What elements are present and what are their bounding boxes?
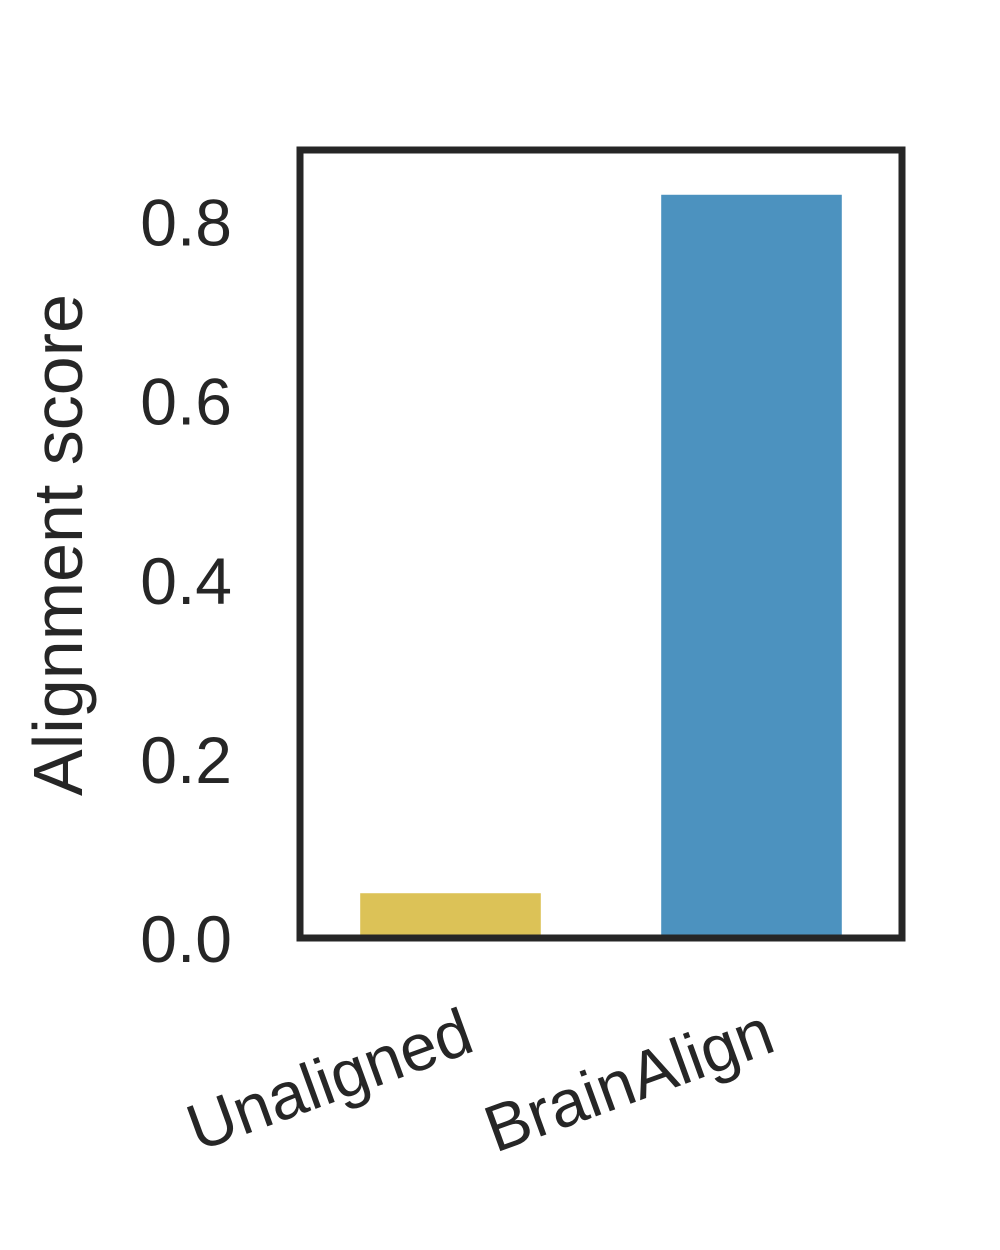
y-tick-label: 0.0 <box>140 902 232 976</box>
y-axis-label: Alignment score <box>19 294 97 796</box>
y-tick-label: 0.8 <box>140 186 232 260</box>
y-tick-label: 0.2 <box>140 723 232 797</box>
y-tick-label: 0.4 <box>140 544 232 618</box>
x-tick-label-unaligned: Unaligned <box>177 994 482 1165</box>
bar-brainalign <box>661 194 842 939</box>
x-tick-label-brainalign: BrainAlign <box>475 994 783 1166</box>
bar-unaligned <box>360 893 541 938</box>
bars-group <box>360 194 842 939</box>
y-tick-label: 0.6 <box>140 365 232 439</box>
plot-frame <box>296 146 906 942</box>
y-axis-ticks: 0.0 0.2 0.4 0.6 0.8 <box>140 186 232 976</box>
